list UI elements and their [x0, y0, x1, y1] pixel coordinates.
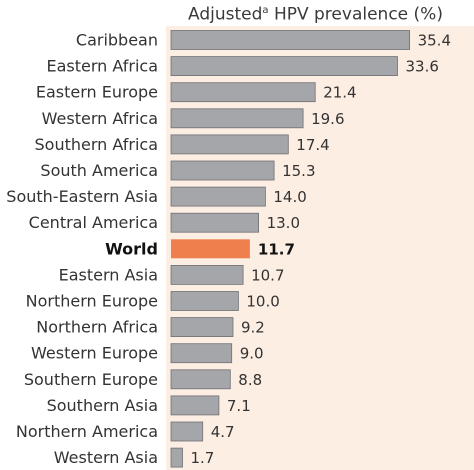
value-label-eastern-africa: 33.6 [406, 58, 439, 76]
value-label-southern-asia: 7.1 [227, 397, 251, 415]
bar-south-america [170, 160, 275, 181]
value-label-world: 11.7 [258, 240, 295, 258]
chart-title: Adjusteda HPV prevalence (%) [188, 0, 474, 25]
category-label-southern-asia: Southern Asia [47, 396, 158, 415]
chart-title-rest: HPV prevalence (%) [268, 4, 443, 25]
value-label-southern-europe: 8.8 [238, 371, 262, 389]
category-label-central-america: Central America [29, 213, 158, 232]
value-label-eastern-europe: 21.4 [323, 84, 356, 102]
bar-northern-america [170, 421, 204, 442]
value-label-western-africa: 19.6 [311, 110, 344, 128]
value-label-south-eastern-asia: 14.0 [273, 188, 306, 206]
category-label-western-europe: Western Europe [31, 344, 158, 363]
bar-world [171, 239, 250, 259]
value-label-northern-africa: 9.2 [241, 319, 265, 337]
category-label-northern-america: Northern America [16, 422, 158, 441]
category-label-eastern-africa: Eastern Africa [46, 57, 158, 76]
bar-central-america [170, 212, 259, 233]
bar-eastern-africa [170, 56, 398, 76]
category-label-southern-europe: Southern Europe [24, 370, 158, 389]
category-label-southern-africa: Southern Africa [35, 135, 159, 154]
bar-caribbean [170, 30, 411, 50]
category-label-northern-europe: Northern Europe [26, 292, 158, 311]
value-label-southern-africa: 17.4 [296, 136, 329, 154]
chart-title-footnote-marker: a [262, 5, 269, 16]
category-label-northern-africa: Northern Africa [36, 318, 158, 337]
value-label-western-asia: 1.7 [191, 449, 215, 467]
category-label-world: World [105, 239, 158, 258]
category-label-eastern-europe: Eastern Europe [36, 83, 158, 102]
value-label-western-europe: 9.0 [240, 345, 264, 363]
bar-southern-europe [170, 369, 231, 390]
bar-western-asia [170, 447, 183, 468]
bar-southern-asia [170, 395, 220, 416]
category-label-south-eastern-asia: South-Eastern Asia [6, 187, 158, 206]
bar-northern-africa [170, 317, 234, 338]
value-label-south-america: 15.3 [282, 162, 315, 180]
value-label-central-america: 13.0 [267, 214, 300, 232]
category-label-eastern-asia: Eastern Asia [59, 265, 158, 284]
value-label-eastern-asia: 10.7 [251, 266, 284, 284]
category-label-caribbean: Caribbean [76, 31, 158, 50]
bar-western-europe [170, 343, 233, 364]
category-label-western-asia: Western Asia [54, 448, 158, 467]
bar-eastern-asia [170, 264, 244, 285]
chart-title-main: Adjusted [188, 4, 263, 25]
value-label-northern-europe: 10.0 [246, 293, 279, 311]
value-label-northern-america: 4.7 [211, 423, 235, 441]
value-label-caribbean: 35.4 [418, 32, 451, 50]
bar-south-eastern-asia [170, 186, 266, 207]
bar-southern-africa [170, 134, 289, 155]
category-label-western-africa: Western Africa [42, 109, 158, 128]
category-label-south-america: South America [40, 161, 158, 180]
bar-northern-europe [170, 291, 239, 311]
bar-eastern-europe [170, 82, 316, 103]
bar-western-africa [170, 108, 304, 129]
